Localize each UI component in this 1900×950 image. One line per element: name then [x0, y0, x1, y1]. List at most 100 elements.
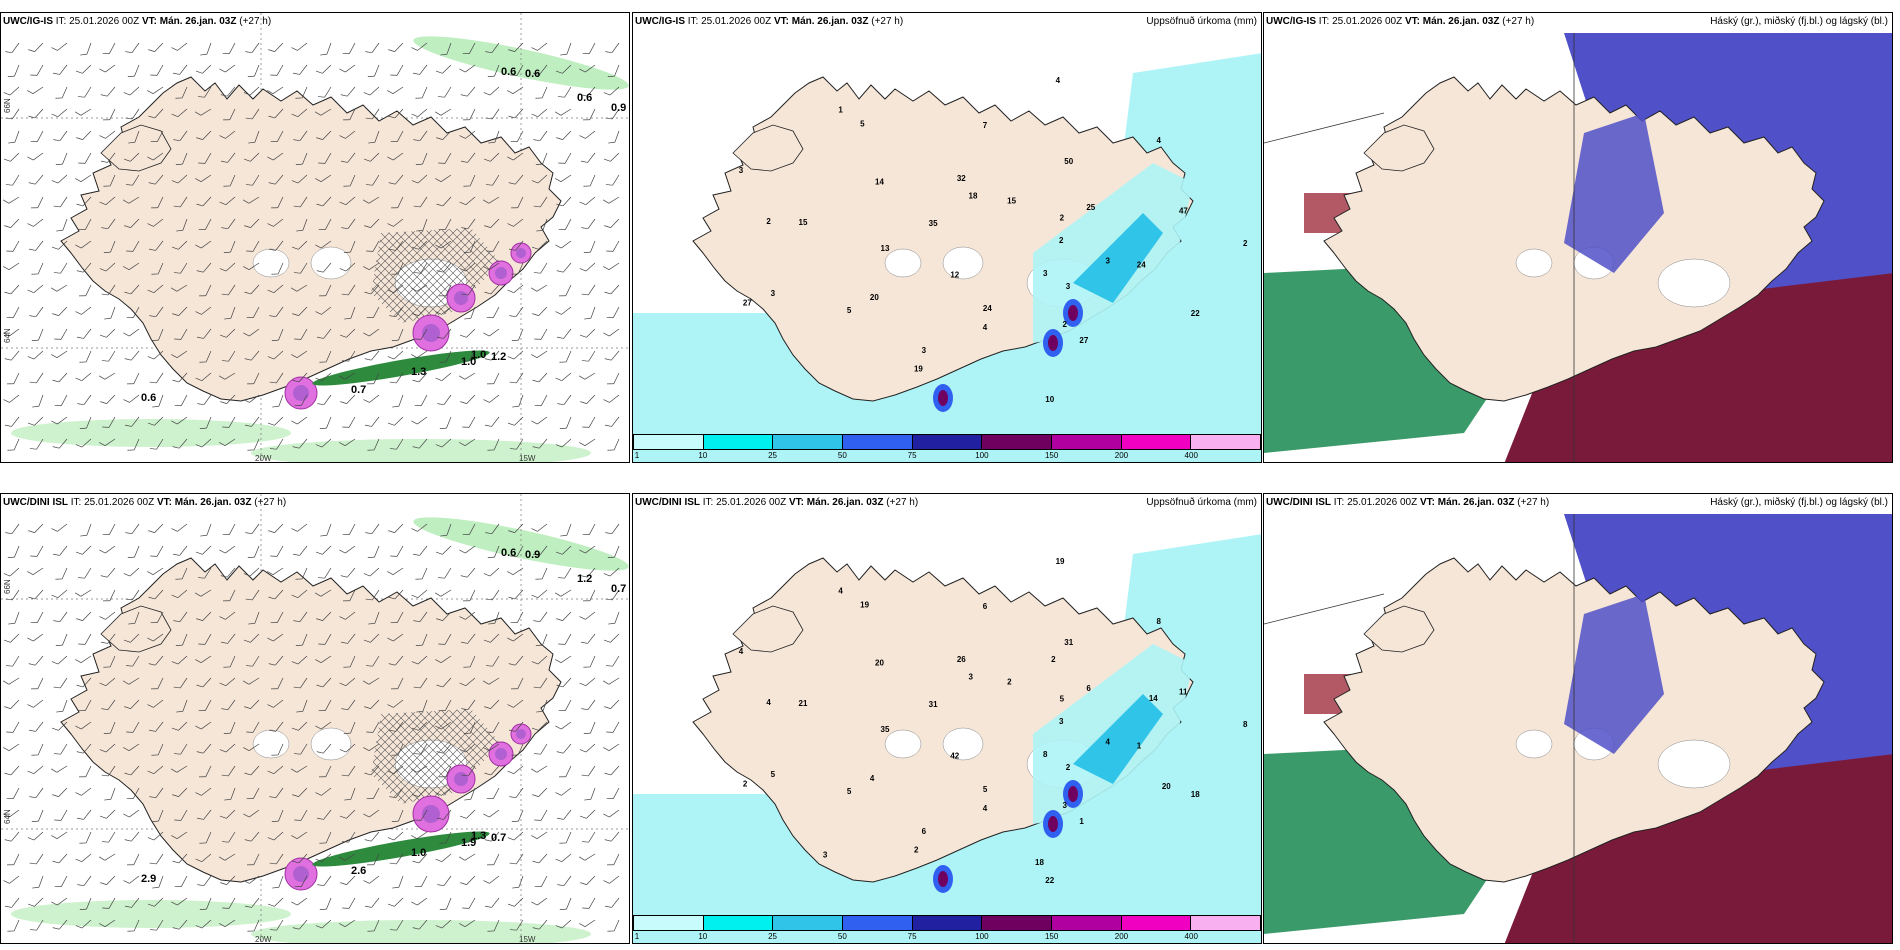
barb-staff [420, 809, 428, 821]
wind-barb [435, 372, 452, 382]
barb-staff [440, 174, 452, 183]
wind-barb [102, 523, 116, 535]
barb-feather [243, 813, 250, 818]
wind-barb [292, 306, 308, 316]
wind-barb [315, 240, 332, 249]
wind-barb [196, 262, 212, 273]
wind-barb [268, 655, 284, 666]
wind-barb [101, 699, 116, 711]
barb-feather [123, 639, 131, 643]
barb-feather [128, 141, 135, 144]
barb-feather [172, 553, 180, 556]
barb-staff [566, 523, 572, 536]
barb-feather [125, 117, 133, 120]
barb-staff [491, 831, 500, 842]
wind-barb [531, 589, 548, 599]
wind-barb [579, 919, 596, 928]
barb-staff [278, 394, 284, 407]
wind-barb [410, 765, 428, 773]
barb-feather [463, 600, 470, 602]
wind-barb [291, 831, 308, 840]
barb-feather [5, 184, 13, 186]
barb-feather [222, 426, 230, 428]
wind-barb [436, 809, 452, 820]
wind-barb [436, 677, 452, 688]
barb-feather [507, 422, 515, 426]
wind-barb [195, 306, 212, 315]
barb-staff [224, 853, 236, 861]
barb-staff [130, 765, 140, 776]
barb-staff [445, 350, 452, 363]
barb-feather [51, 246, 59, 250]
wind-barb [246, 787, 260, 799]
barb-feather [316, 137, 323, 140]
barb-staff [273, 699, 284, 708]
barb-feather [579, 749, 587, 753]
barb-staff [225, 611, 236, 620]
barb-staff [33, 284, 44, 293]
wind-barb [76, 809, 92, 820]
barb-feather [3, 332, 10, 337]
barb-staff [610, 765, 620, 776]
barb-staff [371, 831, 380, 842]
barb-staff [182, 633, 188, 646]
barb-staff [179, 196, 188, 208]
barb-staff [153, 350, 164, 360]
barb-feather [224, 317, 231, 320]
barb-feather [485, 117, 493, 120]
barb-staff [612, 721, 620, 733]
barb-staff [562, 130, 572, 140]
barb-feather [536, 710, 543, 713]
wind-barb [317, 394, 332, 406]
barb-staff [565, 831, 572, 844]
barb-feather [76, 270, 84, 273]
barb-feather [51, 180, 59, 184]
precip-value-label: 4 [870, 774, 875, 783]
wind-barb [5, 42, 20, 54]
barb-feather [483, 332, 490, 337]
barb-staff [62, 218, 68, 231]
barb-staff [277, 611, 284, 623]
barb-staff [542, 218, 548, 231]
barb-feather [27, 156, 34, 161]
barb-feather [342, 426, 350, 428]
barb-staff [587, 765, 596, 777]
barb-feather [243, 573, 251, 577]
barb-feather [54, 886, 62, 887]
barb-feather [363, 813, 370, 818]
barb-feather [272, 886, 279, 889]
wind-barb [317, 86, 332, 98]
precip-value-label: 15 [799, 218, 808, 227]
wind-barb [413, 611, 428, 623]
barb-feather [483, 399, 490, 403]
barb-staff [513, 152, 524, 161]
wind-barb [459, 130, 476, 139]
barb-staff [539, 677, 548, 689]
barb-feather [459, 68, 466, 73]
barb-feather [243, 747, 250, 752]
barb-staff [227, 152, 236, 163]
barb-staff [344, 438, 356, 447]
barb-feather [414, 405, 422, 406]
precip-value-label: 5 [983, 785, 988, 794]
wind-barb [512, 875, 524, 889]
wind-barb [31, 196, 44, 209]
barb-feather [509, 929, 517, 931]
barb-staff [61, 875, 68, 887]
barb-staff [109, 589, 116, 601]
wind-barb [435, 306, 452, 315]
wind-barb [413, 130, 428, 142]
barb-feather [52, 860, 60, 864]
barb-feather [365, 532, 373, 535]
wind-barb [414, 875, 428, 887]
barb-staff [370, 765, 380, 776]
wind-barb [485, 42, 500, 54]
barb-feather [152, 405, 159, 408]
barb-staff [250, 152, 260, 162]
barb-staff [276, 438, 284, 450]
barb-feather [462, 426, 470, 428]
glacier-hofsjokull [942, 727, 984, 761]
barb-feather [221, 708, 229, 711]
barb-feather [507, 356, 515, 360]
barb-staff [492, 721, 500, 733]
